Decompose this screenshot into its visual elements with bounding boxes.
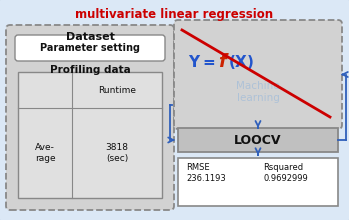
Text: Parameter setting: Parameter setting — [40, 43, 140, 53]
FancyBboxPatch shape — [15, 35, 165, 61]
Text: LOOCV: LOOCV — [234, 134, 282, 147]
FancyBboxPatch shape — [178, 158, 338, 206]
Text: Profiling data: Profiling data — [50, 65, 131, 75]
Text: $\boldsymbol{f}$: $\boldsymbol{f}$ — [218, 53, 230, 71]
Text: Dataset: Dataset — [66, 32, 114, 42]
FancyBboxPatch shape — [6, 25, 174, 210]
Text: Runtime: Runtime — [98, 86, 136, 95]
Text: $\mathbf{Y = }$: $\mathbf{Y = }$ — [188, 54, 215, 70]
Text: 3818
(sec): 3818 (sec) — [105, 143, 128, 163]
Text: $\mathbf{(X)}$: $\mathbf{(X)}$ — [228, 53, 254, 71]
FancyBboxPatch shape — [18, 72, 162, 198]
Text: Machine
learning: Machine learning — [236, 81, 280, 103]
Text: multivariate linear regression: multivariate linear regression — [75, 8, 273, 21]
Text: Rsquared: Rsquared — [263, 163, 303, 172]
Text: Ave-
rage: Ave- rage — [35, 143, 55, 163]
FancyBboxPatch shape — [178, 128, 338, 152]
FancyBboxPatch shape — [174, 20, 342, 129]
Text: RMSE: RMSE — [186, 163, 210, 172]
Text: 0.9692999: 0.9692999 — [263, 174, 308, 183]
Text: 236.1193: 236.1193 — [186, 174, 226, 183]
